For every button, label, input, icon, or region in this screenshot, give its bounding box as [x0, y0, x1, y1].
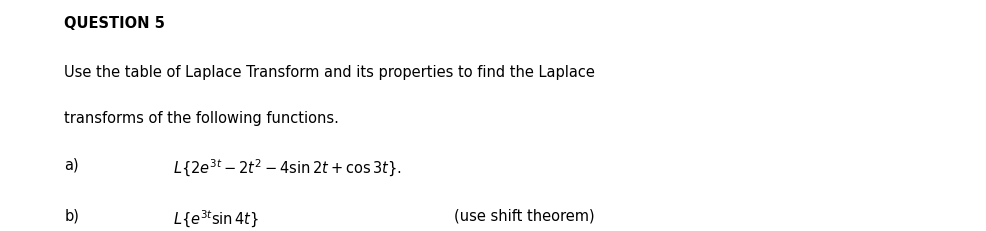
Text: transforms of the following functions.: transforms of the following functions. — [64, 111, 338, 126]
Text: $L\{2e^{3t} - 2t^{2} - 4\sin 2t + \cos 3t\}.$: $L\{2e^{3t} - 2t^{2} - 4\sin 2t + \cos 3… — [173, 157, 401, 178]
Text: Use the table of Laplace Transform and its properties to find the Laplace: Use the table of Laplace Transform and i… — [64, 65, 595, 80]
Text: b): b) — [64, 208, 79, 223]
Text: $L\{e^{3t}\sin 4t\}$: $L\{e^{3t}\sin 4t\}$ — [173, 208, 258, 229]
Text: (use shift theorem): (use shift theorem) — [454, 208, 594, 223]
Text: QUESTION 5: QUESTION 5 — [64, 16, 165, 31]
Text: a): a) — [64, 157, 79, 172]
